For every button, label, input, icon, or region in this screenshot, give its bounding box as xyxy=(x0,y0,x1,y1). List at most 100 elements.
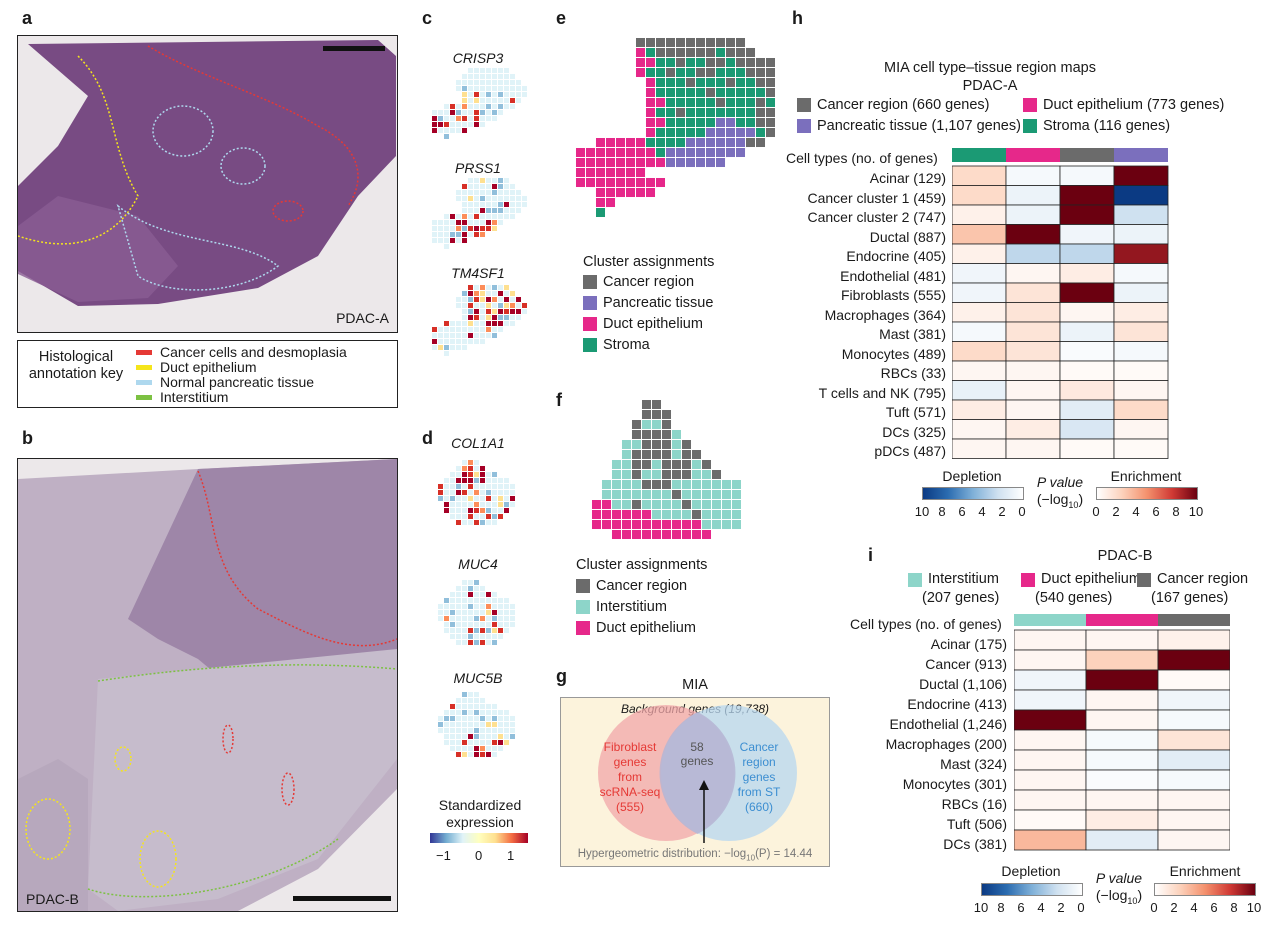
expression-spot xyxy=(462,321,467,326)
expression-spot xyxy=(444,484,449,489)
expression-spot xyxy=(474,98,479,103)
expression-spot xyxy=(474,74,479,79)
expression-spot xyxy=(492,508,497,513)
expression-spot xyxy=(474,734,479,739)
depletion-label: Depletion xyxy=(942,468,1002,484)
expression-spot xyxy=(462,98,467,103)
heatmap-row-label: Monocytes (489) xyxy=(841,345,946,362)
expression-spot xyxy=(462,604,467,609)
colorbar-tick: 10 xyxy=(973,900,989,915)
spot xyxy=(682,510,691,519)
heatmap-cell xyxy=(1113,165,1169,186)
spot xyxy=(726,68,735,77)
heatmap-cell xyxy=(1085,829,1159,851)
expression-spot xyxy=(474,722,479,727)
expression-spot xyxy=(474,232,479,237)
expression-spot xyxy=(504,196,509,201)
spot xyxy=(632,480,641,489)
expression-spot xyxy=(474,710,479,715)
expression-spot xyxy=(492,472,497,477)
heatmap-cell xyxy=(1085,629,1159,651)
expression-spot xyxy=(456,214,461,219)
spot xyxy=(732,490,741,499)
panel-label-a: a xyxy=(22,8,33,28)
expression-spot xyxy=(462,704,467,709)
colorbar-tick: 4 xyxy=(1132,504,1140,519)
expression-spot xyxy=(486,226,491,231)
expression-spot xyxy=(480,640,485,645)
expression-spot xyxy=(456,303,461,308)
heatmap-cell xyxy=(1014,789,1087,811)
spot xyxy=(646,78,655,87)
spot xyxy=(716,128,725,137)
expression-spot xyxy=(510,496,515,501)
spot xyxy=(626,178,635,187)
legend-label: Pancreatic tissue (1,107 genes) xyxy=(817,118,1021,134)
spot xyxy=(632,420,641,429)
expression-spot xyxy=(474,592,479,597)
expression-spot xyxy=(444,226,449,231)
spot xyxy=(746,68,755,77)
spot xyxy=(662,420,671,429)
expression-spot xyxy=(510,86,515,91)
expression-spot xyxy=(456,122,461,127)
expression-spot xyxy=(468,586,473,591)
spot xyxy=(712,470,721,479)
spot xyxy=(692,510,701,519)
expression-spot xyxy=(486,110,491,115)
spot xyxy=(646,38,655,47)
spot xyxy=(686,158,695,167)
spot xyxy=(666,148,675,157)
key-item: Duct epithelium xyxy=(136,359,257,375)
expression-spot xyxy=(450,622,455,627)
spot xyxy=(656,98,665,107)
histology-image-pdac-b: PDAC-B xyxy=(17,458,398,912)
spot xyxy=(652,400,661,409)
spot xyxy=(612,500,621,509)
expression-spot xyxy=(468,214,473,219)
expression-spot xyxy=(456,80,461,85)
expression-spot xyxy=(486,333,491,338)
heatmap-cell xyxy=(1157,769,1230,791)
spot xyxy=(672,470,681,479)
expression-spot xyxy=(474,580,479,585)
expression-spot xyxy=(504,622,509,627)
heatmap-row-label: Monocytes (301) xyxy=(902,776,1007,792)
expression-spot xyxy=(498,321,503,326)
colorbar-tick: 0 xyxy=(1018,504,1026,519)
expression-spot xyxy=(468,640,473,645)
expression-spot xyxy=(486,321,491,326)
spot xyxy=(626,148,635,157)
colorbar-tick: 0 xyxy=(1077,900,1085,915)
spot xyxy=(656,148,665,157)
expression-spot xyxy=(492,291,497,296)
heatmap-cell xyxy=(1157,729,1230,751)
expression-spot xyxy=(492,728,497,733)
expression-spot xyxy=(492,110,497,115)
spot xyxy=(702,480,711,489)
expression-spot xyxy=(444,104,449,109)
heatmap-cell xyxy=(1014,729,1087,751)
expression-spot xyxy=(462,710,467,715)
sample-label: PDAC-B xyxy=(26,891,79,907)
expression-spot xyxy=(456,592,461,597)
expression-spot xyxy=(474,309,479,314)
expression-spot xyxy=(510,716,515,721)
legend-label: Cancer region (660 genes) xyxy=(817,97,990,113)
expression-spot xyxy=(468,740,473,745)
expression-spot xyxy=(468,232,473,237)
panel-label-b: b xyxy=(22,428,33,448)
expression-spot xyxy=(474,122,479,127)
expression-spot xyxy=(462,202,467,207)
expression-spot xyxy=(468,178,473,183)
expression-spot xyxy=(444,722,449,727)
expression-spot xyxy=(486,598,491,603)
expression-spot xyxy=(456,478,461,483)
spot xyxy=(652,440,661,449)
expression-spot xyxy=(444,490,449,495)
expression-spot xyxy=(492,520,497,525)
spot xyxy=(736,108,745,117)
expression-spot xyxy=(462,496,467,501)
expression-spot xyxy=(456,598,461,603)
spot xyxy=(736,98,745,107)
